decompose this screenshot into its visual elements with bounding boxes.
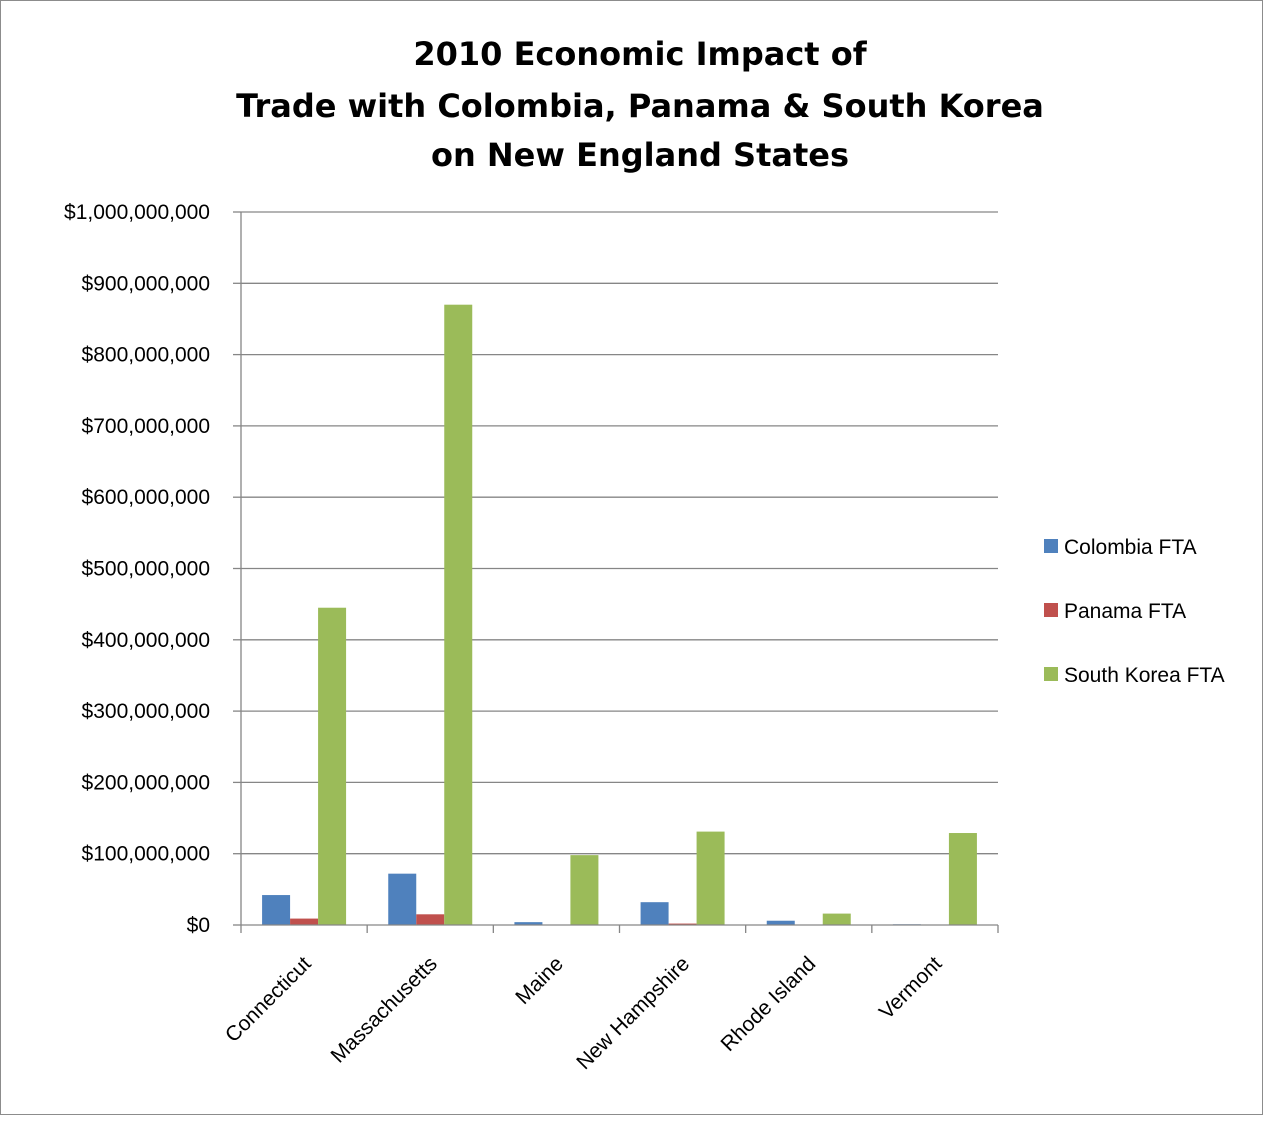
legend-label: Panama FTA [1064,600,1186,623]
y-tick-label: $0 [187,914,210,937]
bar-colombia-fta [641,902,669,925]
legend-label: South Korea FTA [1064,664,1225,687]
bar-south-korea-fta [318,608,346,925]
bar-south-korea-fta [697,832,725,925]
y-tick-label: $300,000,000 [82,700,210,723]
bar-panama-fta [416,914,444,925]
y-tick-label: $500,000,000 [82,558,210,581]
bar-panama-fta [290,919,318,925]
legend-swatch [1044,539,1058,553]
bar-south-korea-fta [949,833,977,925]
legend-swatch [1044,667,1058,681]
chart-title-line-1: 2010 Economic Impact of [413,35,867,73]
y-tick-label: $900,000,000 [82,272,210,295]
y-tick-label: $700,000,000 [82,415,210,438]
chart-title-line-2: Trade with Colombia, Panama & South Kore… [236,87,1044,125]
chart-title-line-3: on New England States [431,136,849,174]
bar-south-korea-fta [823,914,851,925]
y-tick-label: $200,000,000 [82,771,210,794]
legend-label: Colombia FTA [1064,536,1197,559]
bar-south-korea-fta [570,855,598,925]
y-tick-label: $400,000,000 [82,629,210,652]
bar-colombia-fta [262,895,290,925]
bar-south-korea-fta [444,305,472,925]
legend-swatch [1044,603,1058,617]
y-tick-label: $600,000,000 [82,486,210,509]
y-tick-label: $800,000,000 [82,344,210,367]
y-tick-label: $1,000,000,000 [64,201,210,224]
y-tick-label: $100,000,000 [82,843,210,866]
bar-colombia-fta [388,874,416,925]
